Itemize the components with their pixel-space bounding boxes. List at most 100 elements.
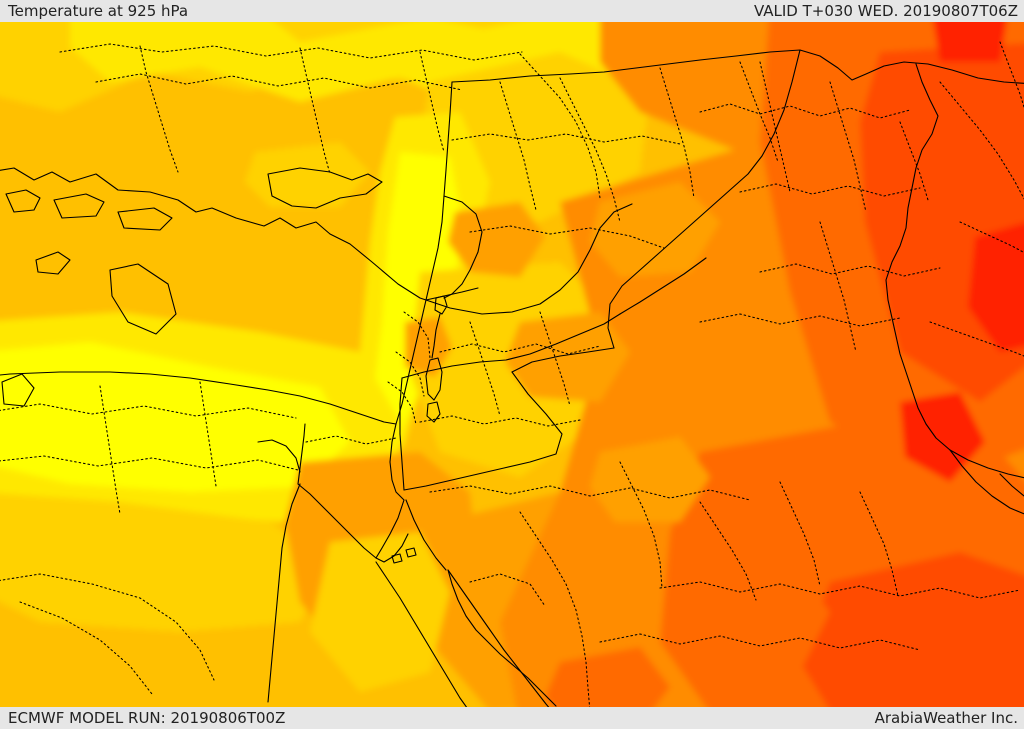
admin-syria-5 — [469, 225, 665, 249]
gulf-of-aqaba — [405, 499, 447, 571]
admin-syria-2 — [559, 77, 621, 223]
admin-iraq-4 — [739, 183, 921, 197]
admin-syria-1 — [499, 81, 537, 211]
page-title: Temperature at 925 hPa — [8, 2, 189, 20]
admin-iran-4 — [999, 41, 1024, 109]
geography-layer — [0, 41, 1024, 707]
suez-canal — [297, 423, 306, 485]
kuwait-iraq-border — [949, 449, 1024, 515]
temp-band-veryhot-e — [800, 552, 1024, 707]
rhodes-island — [109, 263, 177, 335]
admin-iran-3 — [929, 321, 1024, 357]
admin-turkey-3 — [139, 45, 179, 173]
temp-band-hottest-ne — [933, 22, 1007, 62]
admin-egypt-6 — [19, 601, 153, 695]
syria-iraq-border — [607, 49, 801, 349]
admin-turkey-4 — [299, 47, 331, 175]
aegean-island-3 — [117, 207, 173, 231]
admin-palestine-3 — [387, 381, 417, 425]
admin-egypt-4 — [199, 381, 217, 487]
admin-iraq-8 — [899, 121, 929, 201]
temp-patch-amber-azraq — [505, 312, 630, 402]
admin-iraq-2 — [759, 61, 791, 193]
temp-band-coolest-egypt — [0, 342, 350, 492]
admin-iraq-1 — [699, 103, 911, 119]
admin-saudi-6 — [779, 481, 821, 587]
temp-patch-hot-arabia2 — [545, 647, 670, 707]
admin-jordan-2 — [469, 321, 501, 417]
turkey-coast — [0, 167, 633, 315]
admin-turkey-5 — [419, 51, 445, 153]
red-sea-west-coast — [375, 561, 468, 707]
levant-coast — [0, 81, 453, 425]
admin-saudi-5 — [699, 501, 757, 601]
temp-patch-hot-nafud — [685, 562, 830, 677]
admin-saudi-7 — [859, 491, 899, 597]
admin-iraq-6 — [819, 221, 857, 353]
israel-egypt-border — [389, 423, 405, 501]
admin-egypt-2 — [0, 455, 299, 471]
temp-patch-amber-hauran — [590, 182, 720, 277]
jordan-north-border — [401, 313, 621, 379]
aegean-island-2 — [53, 193, 105, 219]
admin-saudi-2 — [519, 511, 591, 707]
admin-egypt-3 — [99, 385, 121, 515]
saudi-redsea-coast — [447, 569, 557, 707]
admin-iraq-3 — [829, 81, 867, 213]
jordan-saudi-border — [403, 371, 563, 491]
admin-iran-1 — [939, 81, 1024, 200]
admin-iraq-7 — [699, 313, 901, 327]
temperature-map[interactable] — [0, 22, 1024, 707]
model-run-label: ECMWF MODEL RUN: 20190806T00Z — [8, 709, 286, 727]
cyprus-coast — [267, 167, 383, 209]
admin-iraq-5 — [759, 263, 941, 277]
crete-island — [35, 251, 71, 275]
iraq-iran-border — [885, 63, 1024, 479]
admin-palestine-1 — [403, 311, 431, 359]
admin-egypt-5 — [0, 573, 215, 681]
turkey-syria-border — [451, 49, 1024, 84]
tiran-island — [405, 547, 417, 558]
admin-palestine-2 — [395, 351, 425, 397]
map-canvas — [0, 22, 1024, 707]
arabian-gulf-coast — [999, 473, 1024, 497]
admin-egypt-1 — [0, 403, 297, 419]
temp-band-hottest-zagros — [968, 222, 1024, 352]
dead-sea — [425, 357, 443, 401]
admin-saudi-4 — [659, 581, 1021, 599]
header-bar: Temperature at 925 hPa VALID T+030 WED. … — [0, 0, 1024, 22]
syria-jordan-border — [619, 257, 707, 315]
temp-band-mild-redsea-w — [310, 532, 450, 692]
admin-turkey-1 — [59, 43, 523, 61]
provider-label: ArabiaWeather Inc. — [874, 709, 1018, 727]
jordan-palestine-border — [399, 377, 405, 491]
temp-band-mild-egypt-s — [0, 493, 330, 632]
sinai-islands — [391, 553, 403, 564]
sea-of-galilee — [434, 295, 448, 315]
admin-sinai-1 — [305, 435, 397, 445]
iraq-jordan-border — [511, 347, 615, 373]
aegean-island-4 — [1, 373, 35, 407]
admin-saudi-1 — [429, 485, 751, 501]
admin-saudi-3 — [619, 461, 663, 589]
jordan-river — [431, 313, 441, 359]
dead-sea-south — [426, 401, 441, 423]
admin-boundaries — [0, 41, 1024, 707]
red-sea-east-coast — [447, 569, 550, 707]
temp-patch-amber-jordan — [448, 202, 545, 277]
admin-iran-2 — [959, 221, 1024, 254]
temp-patch-cool-cyprus — [245, 142, 370, 207]
admin-saudi-8 — [599, 633, 921, 651]
aegean-island-1 — [5, 189, 41, 213]
admin-saudi-9 — [469, 573, 546, 607]
admin-jordan-4 — [539, 311, 571, 407]
temp-patch-mild-kuwait — [590, 437, 710, 522]
valid-time-label: VALID T+030 WED. 20190807T06Z — [753, 2, 1018, 20]
footer-bar: ECMWF MODEL RUN: 20190806T00Z ArabiaWeat… — [0, 707, 1024, 729]
nile-delta — [257, 439, 301, 473]
admin-jordan-1 — [439, 343, 601, 355]
gulf-of-suez — [297, 483, 377, 559]
admin-syria-3 — [659, 67, 695, 199]
nile-river — [267, 483, 301, 703]
